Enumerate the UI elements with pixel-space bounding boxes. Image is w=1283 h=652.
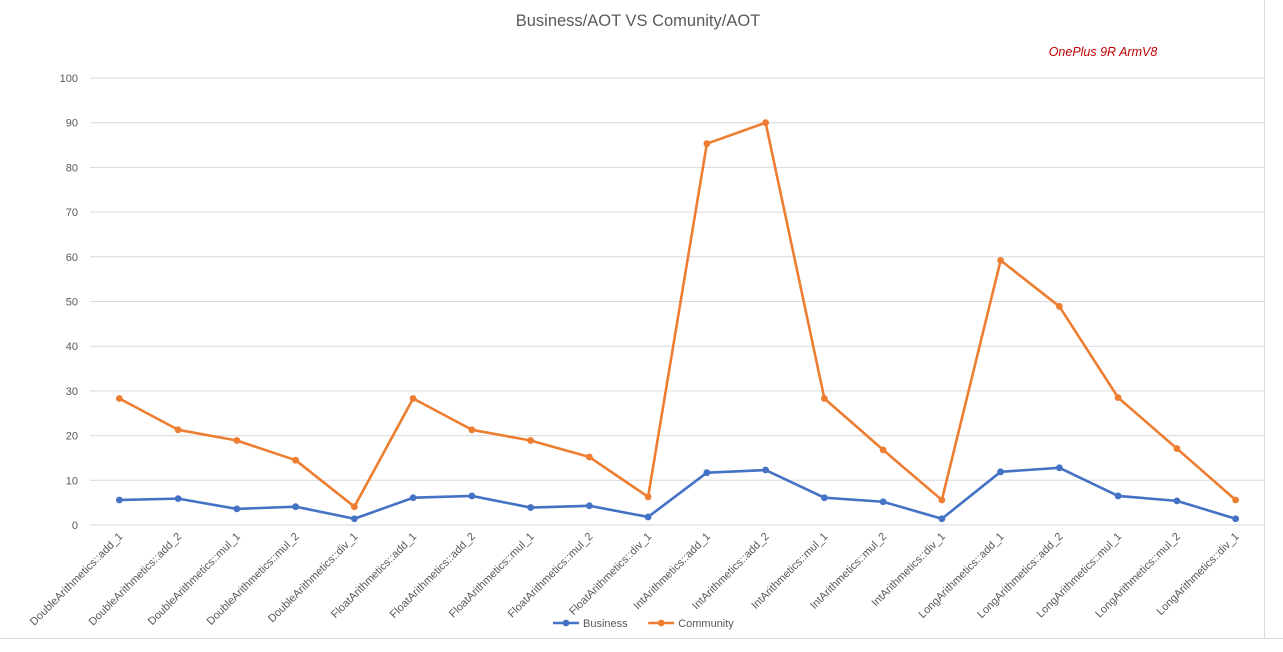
data-point xyxy=(1232,515,1240,523)
y-tick-label: 80 xyxy=(66,162,78,174)
data-point xyxy=(585,502,593,510)
data-point xyxy=(879,498,887,506)
data-point xyxy=(762,119,770,127)
data-point xyxy=(879,446,887,454)
series-line xyxy=(118,121,1237,508)
legend: Business Community xyxy=(553,618,734,630)
data-point xyxy=(1055,303,1063,310)
gridlines xyxy=(90,77,1265,526)
device-annotation: OnePlus 9R ArmV8 xyxy=(1049,45,1158,59)
series-community xyxy=(115,119,1240,511)
y-tick-label: 90 xyxy=(66,118,78,130)
data-point xyxy=(233,437,241,444)
data-point xyxy=(350,503,358,511)
data-point xyxy=(468,426,476,434)
data-point xyxy=(644,493,652,501)
sheet-bottom-edge xyxy=(0,638,1283,647)
y-axis-ticks: 0 10 20 30 40 50 60 70 80 90 100 xyxy=(60,73,78,532)
data-point xyxy=(233,505,241,513)
legend-item-community: Community xyxy=(648,618,734,630)
series-lines xyxy=(115,119,1240,523)
data-point xyxy=(468,492,476,500)
legend-label: Business xyxy=(583,618,628,630)
legend-label: Community xyxy=(678,618,734,630)
data-point xyxy=(292,456,300,464)
data-point xyxy=(174,495,182,503)
y-tick-label: 40 xyxy=(66,341,78,353)
y-tick-label: 100 xyxy=(60,73,78,85)
data-point xyxy=(938,496,946,504)
data-point xyxy=(350,515,358,523)
data-point xyxy=(292,503,300,511)
data-point xyxy=(585,453,593,461)
data-point xyxy=(644,513,652,521)
data-point xyxy=(174,426,182,434)
data-point xyxy=(703,140,711,148)
data-point xyxy=(409,395,417,402)
data-point xyxy=(1055,464,1063,472)
x-tick-label: DoubleArithmetics::add_1 xyxy=(28,531,126,629)
data-point xyxy=(115,395,123,402)
data-point xyxy=(1173,445,1181,452)
data-point xyxy=(1114,394,1122,402)
data-point xyxy=(820,494,828,502)
data-point xyxy=(703,469,711,477)
y-tick-label: 60 xyxy=(66,252,78,264)
y-tick-label: 30 xyxy=(66,386,78,398)
legend-marker xyxy=(562,619,570,627)
series-business xyxy=(115,464,1240,523)
data-point xyxy=(762,466,770,474)
y-tick-label: 20 xyxy=(66,431,78,443)
legend-item-business: Business xyxy=(553,618,628,630)
y-tick-label: 0 xyxy=(72,520,78,532)
y-tick-label: 10 xyxy=(66,475,78,487)
data-point xyxy=(409,494,417,502)
sheet-right-edge xyxy=(1264,0,1283,647)
data-point xyxy=(938,515,946,523)
legend-marker xyxy=(657,619,665,627)
data-point xyxy=(527,437,535,444)
data-point xyxy=(997,256,1005,264)
data-point xyxy=(820,395,828,402)
data-point xyxy=(997,468,1005,476)
chart-title: Business/AOT VS Comunity/AOT xyxy=(516,12,761,30)
data-point xyxy=(1173,497,1181,505)
data-point xyxy=(115,496,123,504)
series-line xyxy=(119,466,1237,521)
data-point xyxy=(1114,492,1122,500)
x-axis-ticks: DoubleArithmetics::add_1DoubleArithmetic… xyxy=(28,531,1242,629)
y-tick-label: 50 xyxy=(66,297,78,309)
data-point xyxy=(1232,496,1240,504)
data-point xyxy=(527,504,535,511)
y-tick-label: 70 xyxy=(66,207,78,219)
